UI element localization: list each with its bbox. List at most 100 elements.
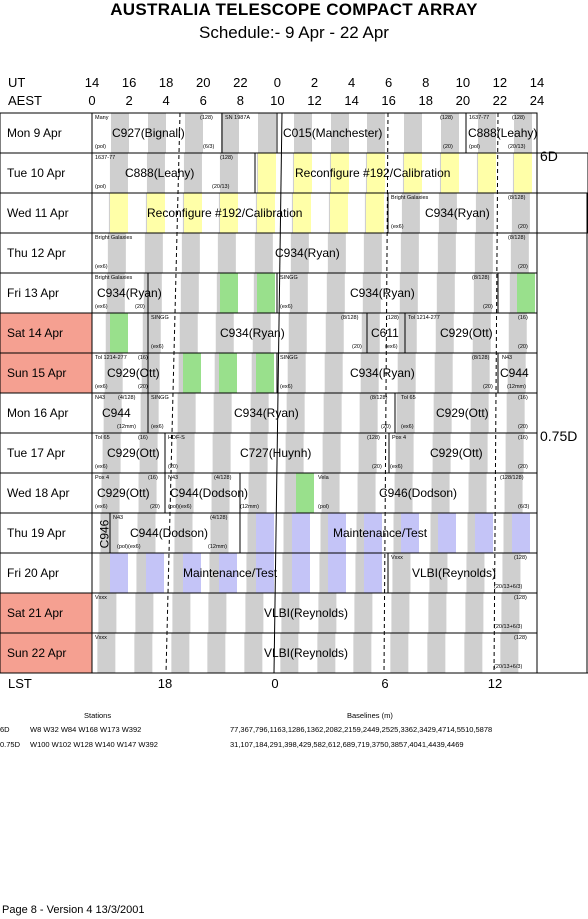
lst-stripe [290,233,309,273]
footer-075d-baselines: 31,107,184,291,398,429,582,612,689,719,3… [230,740,464,749]
cell-note: (20/13) [508,144,526,150]
lavender-block [364,513,382,553]
lst-stripe [472,313,491,353]
program-vlbi-fri: VLBI(Reynolds) [412,566,497,580]
program-maint-thu: Maintenance/Test [333,526,428,540]
lst-stripe [501,593,520,633]
lst-stripe [254,233,273,273]
day-label: Thu 19 Apr [7,526,66,540]
lst-stripe [281,593,300,633]
yellow-block [257,193,275,233]
program-c888a: C888(Leahy) [468,126,538,140]
lavender-block [256,553,274,593]
aest-tick: 6 [199,93,207,108]
lst-stripe [285,433,304,473]
lst-stripe [438,193,457,233]
lst-stripe [508,313,527,353]
cell-note: (8/128) [370,395,388,401]
aest-tick: 18 [418,93,433,108]
cell-note: (20) [483,384,493,390]
cell-note: (pol) [318,504,330,510]
cell-note: (16) [138,355,148,361]
cell-note: (pol) [95,144,107,150]
lst-stripe [469,433,488,473]
lst-stripe [510,233,529,273]
lst-stripe [367,113,385,153]
day-label: Sun 15 Apr [7,366,67,380]
day-label: Tue 10 Apr [7,166,66,180]
ut-tick: 6 [385,75,393,90]
cell-note: (ex6) [280,384,293,390]
program-c929-tue2: C929(Ott) [430,446,483,460]
program-c888b: C888(Leahy) [125,166,195,180]
ut-tick: 8 [422,75,430,90]
lst-stripe [102,433,121,473]
cell-note: (20/13) [212,184,230,190]
cell-note: Vxxx [95,635,107,641]
lst-stripe [317,633,336,673]
cell-note: (20/13+6/3) [494,664,523,670]
lst-stripe [288,313,307,353]
baselines-header: Baselines (m) [347,711,393,720]
footer-6d-baselines: 77,367,796,1163,1286,1362,2082,2159,2449… [230,725,493,734]
lst-stripe [397,353,416,393]
cell-note: (6/3) [518,504,530,510]
lst-stripe [323,393,342,433]
lst-stripe [185,113,203,153]
lavender-block [512,513,530,553]
lst-dashed-line [383,112,389,674]
day-label: Sat 21 Apr [7,606,64,620]
ut-tick: 4 [347,75,356,90]
lst-tick: 12 [487,676,503,691]
lst-stripe [396,393,415,433]
cell-note: (ex6) [151,344,164,350]
lst-stripe [213,393,232,433]
lst-dashed-line [165,112,181,674]
cell-note: (20) [483,304,493,310]
lavender-block [328,513,346,553]
cell-note: (8/128) [341,315,359,321]
stations-header: Stations [84,711,112,720]
lst-stripe [287,353,306,393]
lst-stripe [361,313,380,353]
day-label: Mon 16 Apr [7,406,69,420]
cell-note: (128) [367,435,380,441]
cell-note: SINGG [151,395,169,401]
lst-stripe [107,233,126,273]
lst-stripe [514,113,532,153]
lst-stripe [398,313,417,353]
lavender-block [256,513,274,553]
day-label: Fri 20 Apr [7,566,60,580]
cell-note: (20/13+6/3) [494,584,523,590]
aest-tick: 22 [492,93,508,108]
ut-label: UT [8,75,26,90]
lst-stripe [431,473,450,513]
lst-stripe [141,353,160,393]
ut-tick: 0 [273,75,282,90]
lst-stripe [106,273,125,313]
lst-stripe [140,393,159,433]
lst-stripe [219,153,238,193]
lst-stripe [435,313,454,353]
cell-note: (128) [512,115,525,121]
yellow-block [258,153,276,193]
yellow-block [294,153,312,193]
aest-tick: 10 [270,93,285,108]
cell-note: Tol 1214-277 [95,355,127,361]
footer-075d-stations: W100 W102 W128 W140 W147 W392 [30,740,158,749]
cell-note: (12mm) [117,424,136,430]
cell-note: Many [95,115,109,121]
cell-note: N43 [113,515,124,521]
lst-stripe [180,273,199,313]
lst-stripe [427,633,446,673]
program-c934-thu: C934(Ryan) [275,246,340,260]
cell-note: N43 [168,475,179,481]
lst-stripe [142,313,161,353]
lst-tick: 18 [157,676,173,691]
lst-stripe [245,593,264,633]
program-reconf2: Reconfigure #192/Calibration [147,206,303,220]
program-c611: C611 [371,326,399,340]
cell-note: Pox 4 [95,475,110,481]
lst-stripe [181,233,200,273]
lst-stripe [357,473,376,513]
